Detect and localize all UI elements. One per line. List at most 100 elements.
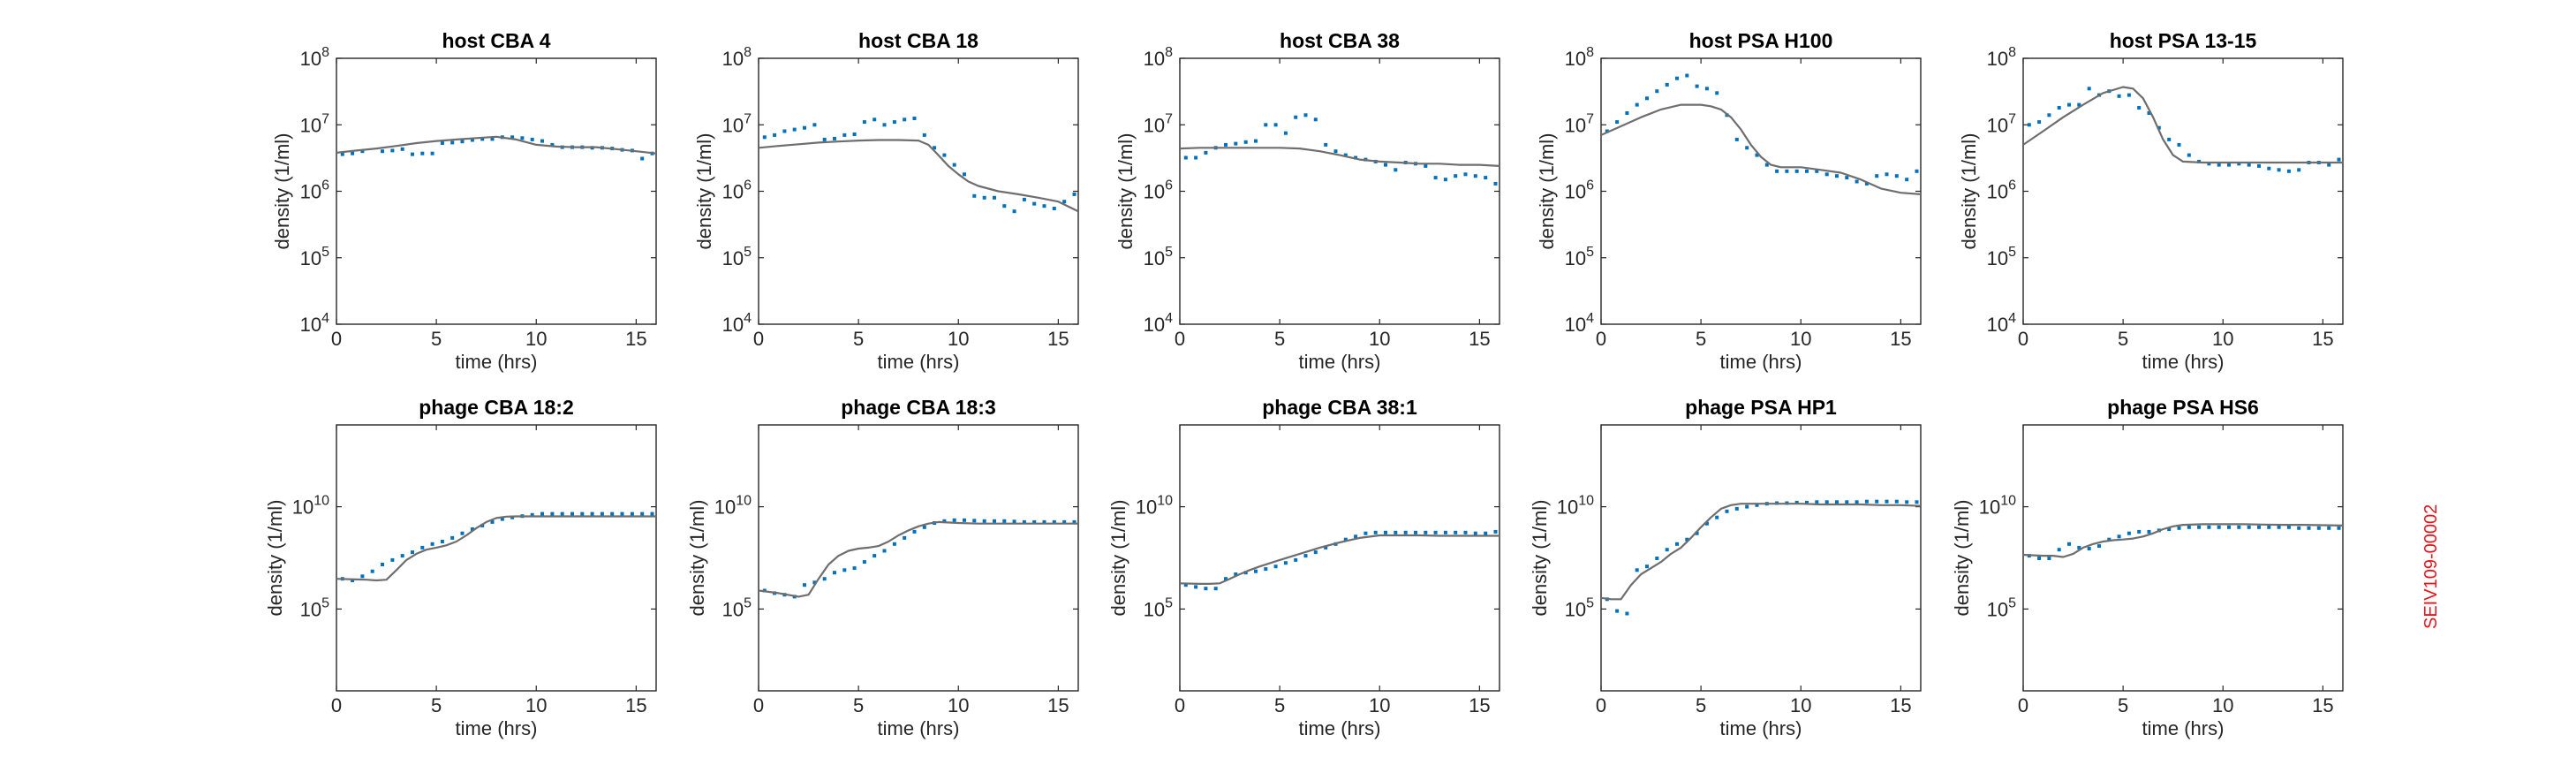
y-tick-base: 10	[1987, 48, 2008, 70]
data-point	[1343, 537, 1348, 542]
y-tick-label: 105	[1987, 245, 2016, 269]
x-tick-label: 15	[1469, 694, 1490, 716]
y-tick-base: 10	[292, 496, 314, 519]
y-tick-label: 108	[300, 45, 329, 70]
data-point	[942, 153, 947, 157]
y-tick-base: 10	[300, 114, 321, 136]
data-point	[1324, 142, 1328, 147]
y-tick-label: 104	[1144, 311, 1173, 336]
data-point	[420, 545, 425, 549]
data-point	[2087, 547, 2091, 550]
data-point	[1764, 163, 1769, 167]
data-point	[952, 163, 956, 167]
data-point	[1052, 519, 1056, 524]
model-fit-line	[336, 515, 656, 582]
data-point	[2286, 525, 2291, 529]
data-point	[1794, 500, 1799, 504]
data-point	[430, 151, 434, 155]
data-point	[2177, 526, 2181, 530]
data-point	[1824, 172, 1829, 177]
data-point	[1254, 139, 1258, 143]
model-fit-line	[1180, 534, 1500, 585]
data-point	[922, 133, 926, 137]
x-tick-label: 5	[431, 328, 442, 350]
y-axis-label: density (1/ml)	[693, 133, 715, 249]
y-axis-label: density (1/ml)	[1114, 133, 1137, 249]
data-point	[1894, 174, 1899, 178]
data-point	[1745, 146, 1749, 150]
y-tick-base: 10	[1565, 598, 1586, 620]
y-tick-label: 105	[1565, 595, 1594, 620]
data-point	[2227, 163, 2231, 167]
data-point	[1775, 169, 1779, 173]
y-tick-exponent: 6	[744, 178, 752, 193]
x-tick-label: 15	[2312, 694, 2333, 716]
data-point	[2307, 526, 2311, 530]
data-point	[842, 568, 847, 572]
axes-frame	[1179, 57, 1500, 325]
data-point	[2327, 163, 2331, 167]
x-tick-label: 10	[948, 694, 969, 716]
y-tick-exponent: 8	[321, 45, 329, 60]
x-axis-label: time (hrs)	[2142, 717, 2225, 739]
data-point	[1845, 176, 1849, 180]
data-point	[530, 512, 534, 517]
data-point	[1805, 169, 1809, 173]
x-tick-label: 10	[1369, 694, 1390, 716]
data-point	[1473, 174, 1477, 178]
y-tick-label: 106	[300, 178, 329, 203]
x-tick-label: 0	[1175, 328, 1185, 350]
data-point	[1864, 181, 1869, 186]
data-point	[993, 519, 996, 523]
data-point	[1493, 181, 1498, 186]
data-point	[411, 550, 414, 555]
data-point	[340, 152, 344, 156]
y-tick-base: 10	[1979, 496, 2000, 519]
axes-frame	[336, 424, 657, 692]
data-point	[1313, 117, 1318, 122]
data-point	[550, 512, 555, 516]
model-fit-line	[336, 135, 656, 155]
x-tick-label: 0	[1596, 694, 1606, 716]
data-point	[2167, 137, 2172, 141]
data-point	[2207, 525, 2211, 529]
data-point	[2247, 525, 2251, 529]
data-point	[1313, 550, 1318, 555]
y-tick-label: 104	[1987, 311, 2016, 336]
data-point	[2137, 106, 2142, 110]
y-tick-exponent: 10	[1157, 494, 1173, 509]
data-point	[2187, 525, 2191, 529]
data-point	[1254, 569, 1258, 573]
data-point	[1473, 531, 1477, 535]
data-point	[862, 560, 866, 565]
data-point	[630, 512, 634, 516]
y-tick-label: 106	[1565, 178, 1594, 203]
y-tick-label: 105	[1144, 595, 1173, 620]
y-tick-exponent: 4	[744, 311, 752, 326]
x-tick-label: 15	[1890, 694, 1911, 716]
data-point	[1373, 530, 1378, 534]
data-point	[2187, 153, 2191, 157]
data-point	[2277, 168, 2281, 172]
x-tick-label: 0	[2018, 328, 2028, 350]
axes-frame	[2022, 424, 2344, 692]
y-axis-label: density (1/ml)	[264, 499, 286, 616]
y-tick-base: 10	[1144, 314, 1165, 336]
data-point	[1022, 519, 1026, 524]
data-point	[952, 518, 956, 522]
data-point	[1364, 531, 1368, 535]
data-point	[2177, 142, 2181, 147]
data-point	[1394, 168, 1398, 172]
data-point	[2167, 527, 2172, 531]
y-tick-exponent: 10	[314, 494, 329, 509]
data-point	[510, 135, 515, 140]
data-point	[520, 136, 525, 140]
y-axis-label: density (1/ml)	[1958, 133, 1980, 249]
data-point	[1022, 197, 1026, 201]
data-point	[351, 579, 355, 582]
y-tick-base: 10	[1144, 247, 1165, 269]
data-point	[1303, 113, 1308, 117]
data-point	[942, 519, 947, 523]
